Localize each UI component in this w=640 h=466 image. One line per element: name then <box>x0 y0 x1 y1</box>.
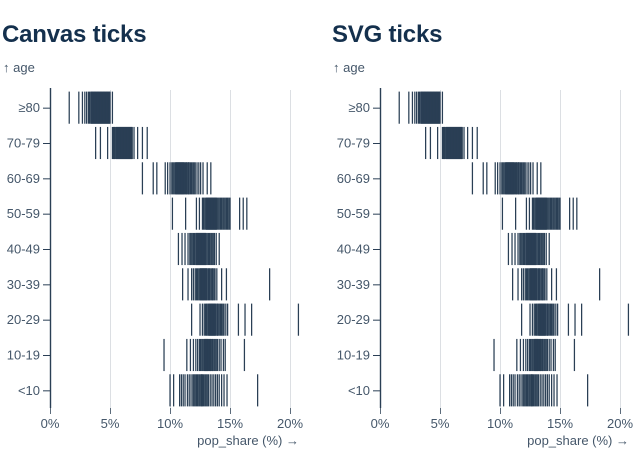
svg-text:30-39: 30-39 <box>337 277 370 292</box>
svg-text:20-29: 20-29 <box>7 312 40 327</box>
x-axis-label: pop_share (%) → <box>197 433 299 448</box>
svg-text:10-19: 10-19 <box>7 348 40 363</box>
chart-canvas-ticks: Canvas ticks ↑ age 0% 5% 10% 15% 20% ≥80 70-79… <box>0 0 312 466</box>
svg-text:70-79: 70-79 <box>7 136 40 151</box>
svg-text:5%: 5% <box>431 416 450 431</box>
y-axis-label: ↑ age <box>333 60 365 75</box>
svg-text:60-69: 60-69 <box>337 171 370 186</box>
svg-text:40-49: 40-49 <box>337 242 370 257</box>
svg-text:20%: 20% <box>277 416 303 431</box>
svg-text:70-79: 70-79 <box>337 136 370 151</box>
svg-text:5%: 5% <box>101 416 120 431</box>
svg-text:0%: 0% <box>371 416 390 431</box>
svg-text:≥80: ≥80 <box>18 100 40 115</box>
svg-text:50-59: 50-59 <box>7 206 40 221</box>
svg-text:60-69: 60-69 <box>7 171 40 186</box>
svg-text:50-59: 50-59 <box>337 206 370 221</box>
svg-text:40-49: 40-49 <box>7 242 40 257</box>
y-axis-label: ↑ age <box>3 60 35 75</box>
chart-title: Canvas ticks <box>2 21 147 48</box>
svg-text:15%: 15% <box>547 416 573 431</box>
svg-text:20%: 20% <box>607 416 633 431</box>
svg-text:<10: <10 <box>18 383 40 398</box>
svg-text:<10: <10 <box>348 383 370 398</box>
plot-area: 0% 5% 10% 15% 20% ≥80 70-79 60-69 50-59 40-49 30-3… <box>337 88 633 431</box>
svg-text:30-39: 30-39 <box>7 277 40 292</box>
svg-text:≥80: ≥80 <box>348 100 370 115</box>
svg-text:20-29: 20-29 <box>337 312 370 327</box>
x-axis-label: pop_share (%) → <box>527 433 629 448</box>
svg-text:10%: 10% <box>157 416 183 431</box>
svg-text:10-19: 10-19 <box>337 348 370 363</box>
svg-text:15%: 15% <box>217 416 243 431</box>
plot-area: 0% 5% 10% 15% 20% ≥80 70-79 60-69 50-59 40-49 30-3… <box>7 88 303 431</box>
chart-title: SVG ticks <box>332 21 443 48</box>
svg-text:0%: 0% <box>41 416 60 431</box>
chart-svg-ticks: SVG ticks ↑ age 0% 5% 10% 15% 20% ≥80 70-79 60-… <box>330 0 640 466</box>
svg-text:10%: 10% <box>487 416 513 431</box>
